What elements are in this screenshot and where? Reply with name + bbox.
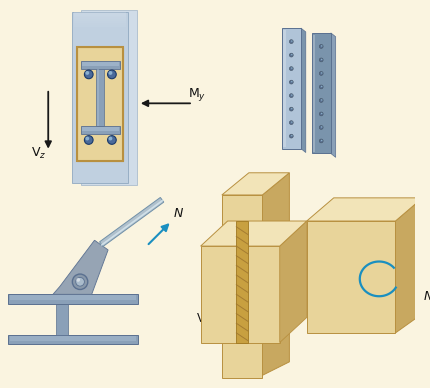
Polygon shape xyxy=(53,240,108,294)
Bar xyxy=(77,47,123,161)
Polygon shape xyxy=(222,173,289,195)
Bar xyxy=(81,126,120,134)
Bar xyxy=(81,10,137,185)
Ellipse shape xyxy=(291,40,292,42)
Ellipse shape xyxy=(76,278,80,282)
Ellipse shape xyxy=(108,71,112,75)
Polygon shape xyxy=(331,33,336,158)
Ellipse shape xyxy=(289,94,293,97)
Ellipse shape xyxy=(84,136,93,144)
Text: V$_z$: V$_z$ xyxy=(31,146,46,161)
Polygon shape xyxy=(222,195,262,378)
Ellipse shape xyxy=(321,59,322,60)
Ellipse shape xyxy=(319,125,323,129)
Bar xyxy=(82,62,119,66)
Bar xyxy=(313,35,316,152)
Polygon shape xyxy=(100,197,164,246)
Polygon shape xyxy=(280,221,307,343)
Ellipse shape xyxy=(72,274,88,289)
Ellipse shape xyxy=(321,72,322,74)
Bar xyxy=(8,335,138,345)
Bar xyxy=(56,304,68,335)
Ellipse shape xyxy=(289,107,293,111)
Polygon shape xyxy=(262,173,289,375)
Bar xyxy=(283,30,286,147)
Ellipse shape xyxy=(321,113,322,114)
Ellipse shape xyxy=(108,136,116,144)
Polygon shape xyxy=(201,221,307,246)
Ellipse shape xyxy=(289,80,293,84)
Ellipse shape xyxy=(289,121,293,125)
Ellipse shape xyxy=(289,53,293,57)
Ellipse shape xyxy=(291,68,292,69)
Ellipse shape xyxy=(289,67,293,71)
Polygon shape xyxy=(53,240,108,294)
Text: N: N xyxy=(424,290,430,303)
Ellipse shape xyxy=(291,54,292,55)
Polygon shape xyxy=(301,28,306,152)
Bar xyxy=(74,25,126,27)
Bar xyxy=(74,19,126,21)
Ellipse shape xyxy=(321,140,322,141)
Ellipse shape xyxy=(76,277,84,286)
Text: V$_y$: V$_y$ xyxy=(196,312,211,328)
Ellipse shape xyxy=(319,139,323,143)
Ellipse shape xyxy=(321,45,322,47)
Ellipse shape xyxy=(319,99,323,102)
Bar xyxy=(8,294,138,304)
Bar xyxy=(98,69,99,126)
Bar xyxy=(96,69,104,126)
Bar xyxy=(237,221,248,343)
Bar xyxy=(74,14,126,16)
Bar xyxy=(74,21,126,23)
Text: M$_T$: M$_T$ xyxy=(350,247,368,262)
Ellipse shape xyxy=(319,45,323,48)
Ellipse shape xyxy=(291,81,292,82)
Ellipse shape xyxy=(319,71,323,75)
Bar xyxy=(9,295,136,300)
Polygon shape xyxy=(396,198,423,333)
Ellipse shape xyxy=(319,58,323,62)
Bar xyxy=(74,23,126,25)
Bar xyxy=(72,12,128,184)
Ellipse shape xyxy=(84,70,93,79)
Ellipse shape xyxy=(86,137,89,140)
Ellipse shape xyxy=(289,134,293,138)
Bar xyxy=(74,17,126,19)
Ellipse shape xyxy=(319,112,323,116)
Text: M$_y$: M$_y$ xyxy=(188,86,206,103)
Ellipse shape xyxy=(319,85,323,89)
Ellipse shape xyxy=(321,99,322,100)
Polygon shape xyxy=(201,246,280,343)
Text: V$_z$: V$_z$ xyxy=(244,182,259,197)
Bar xyxy=(282,28,301,149)
Ellipse shape xyxy=(321,126,322,128)
Bar xyxy=(81,61,120,69)
Ellipse shape xyxy=(108,137,112,140)
Bar xyxy=(82,127,119,131)
Ellipse shape xyxy=(108,70,116,79)
Ellipse shape xyxy=(291,94,292,96)
Ellipse shape xyxy=(291,121,292,123)
Bar xyxy=(9,336,136,341)
Ellipse shape xyxy=(321,86,322,87)
Ellipse shape xyxy=(289,40,293,43)
Bar xyxy=(77,47,123,161)
Ellipse shape xyxy=(291,135,292,136)
Ellipse shape xyxy=(86,71,89,75)
Bar xyxy=(74,16,126,17)
Polygon shape xyxy=(307,198,423,221)
Ellipse shape xyxy=(291,108,292,109)
Text: N: N xyxy=(174,207,183,220)
Bar xyxy=(312,33,331,154)
Polygon shape xyxy=(307,221,396,333)
Bar xyxy=(74,12,126,14)
